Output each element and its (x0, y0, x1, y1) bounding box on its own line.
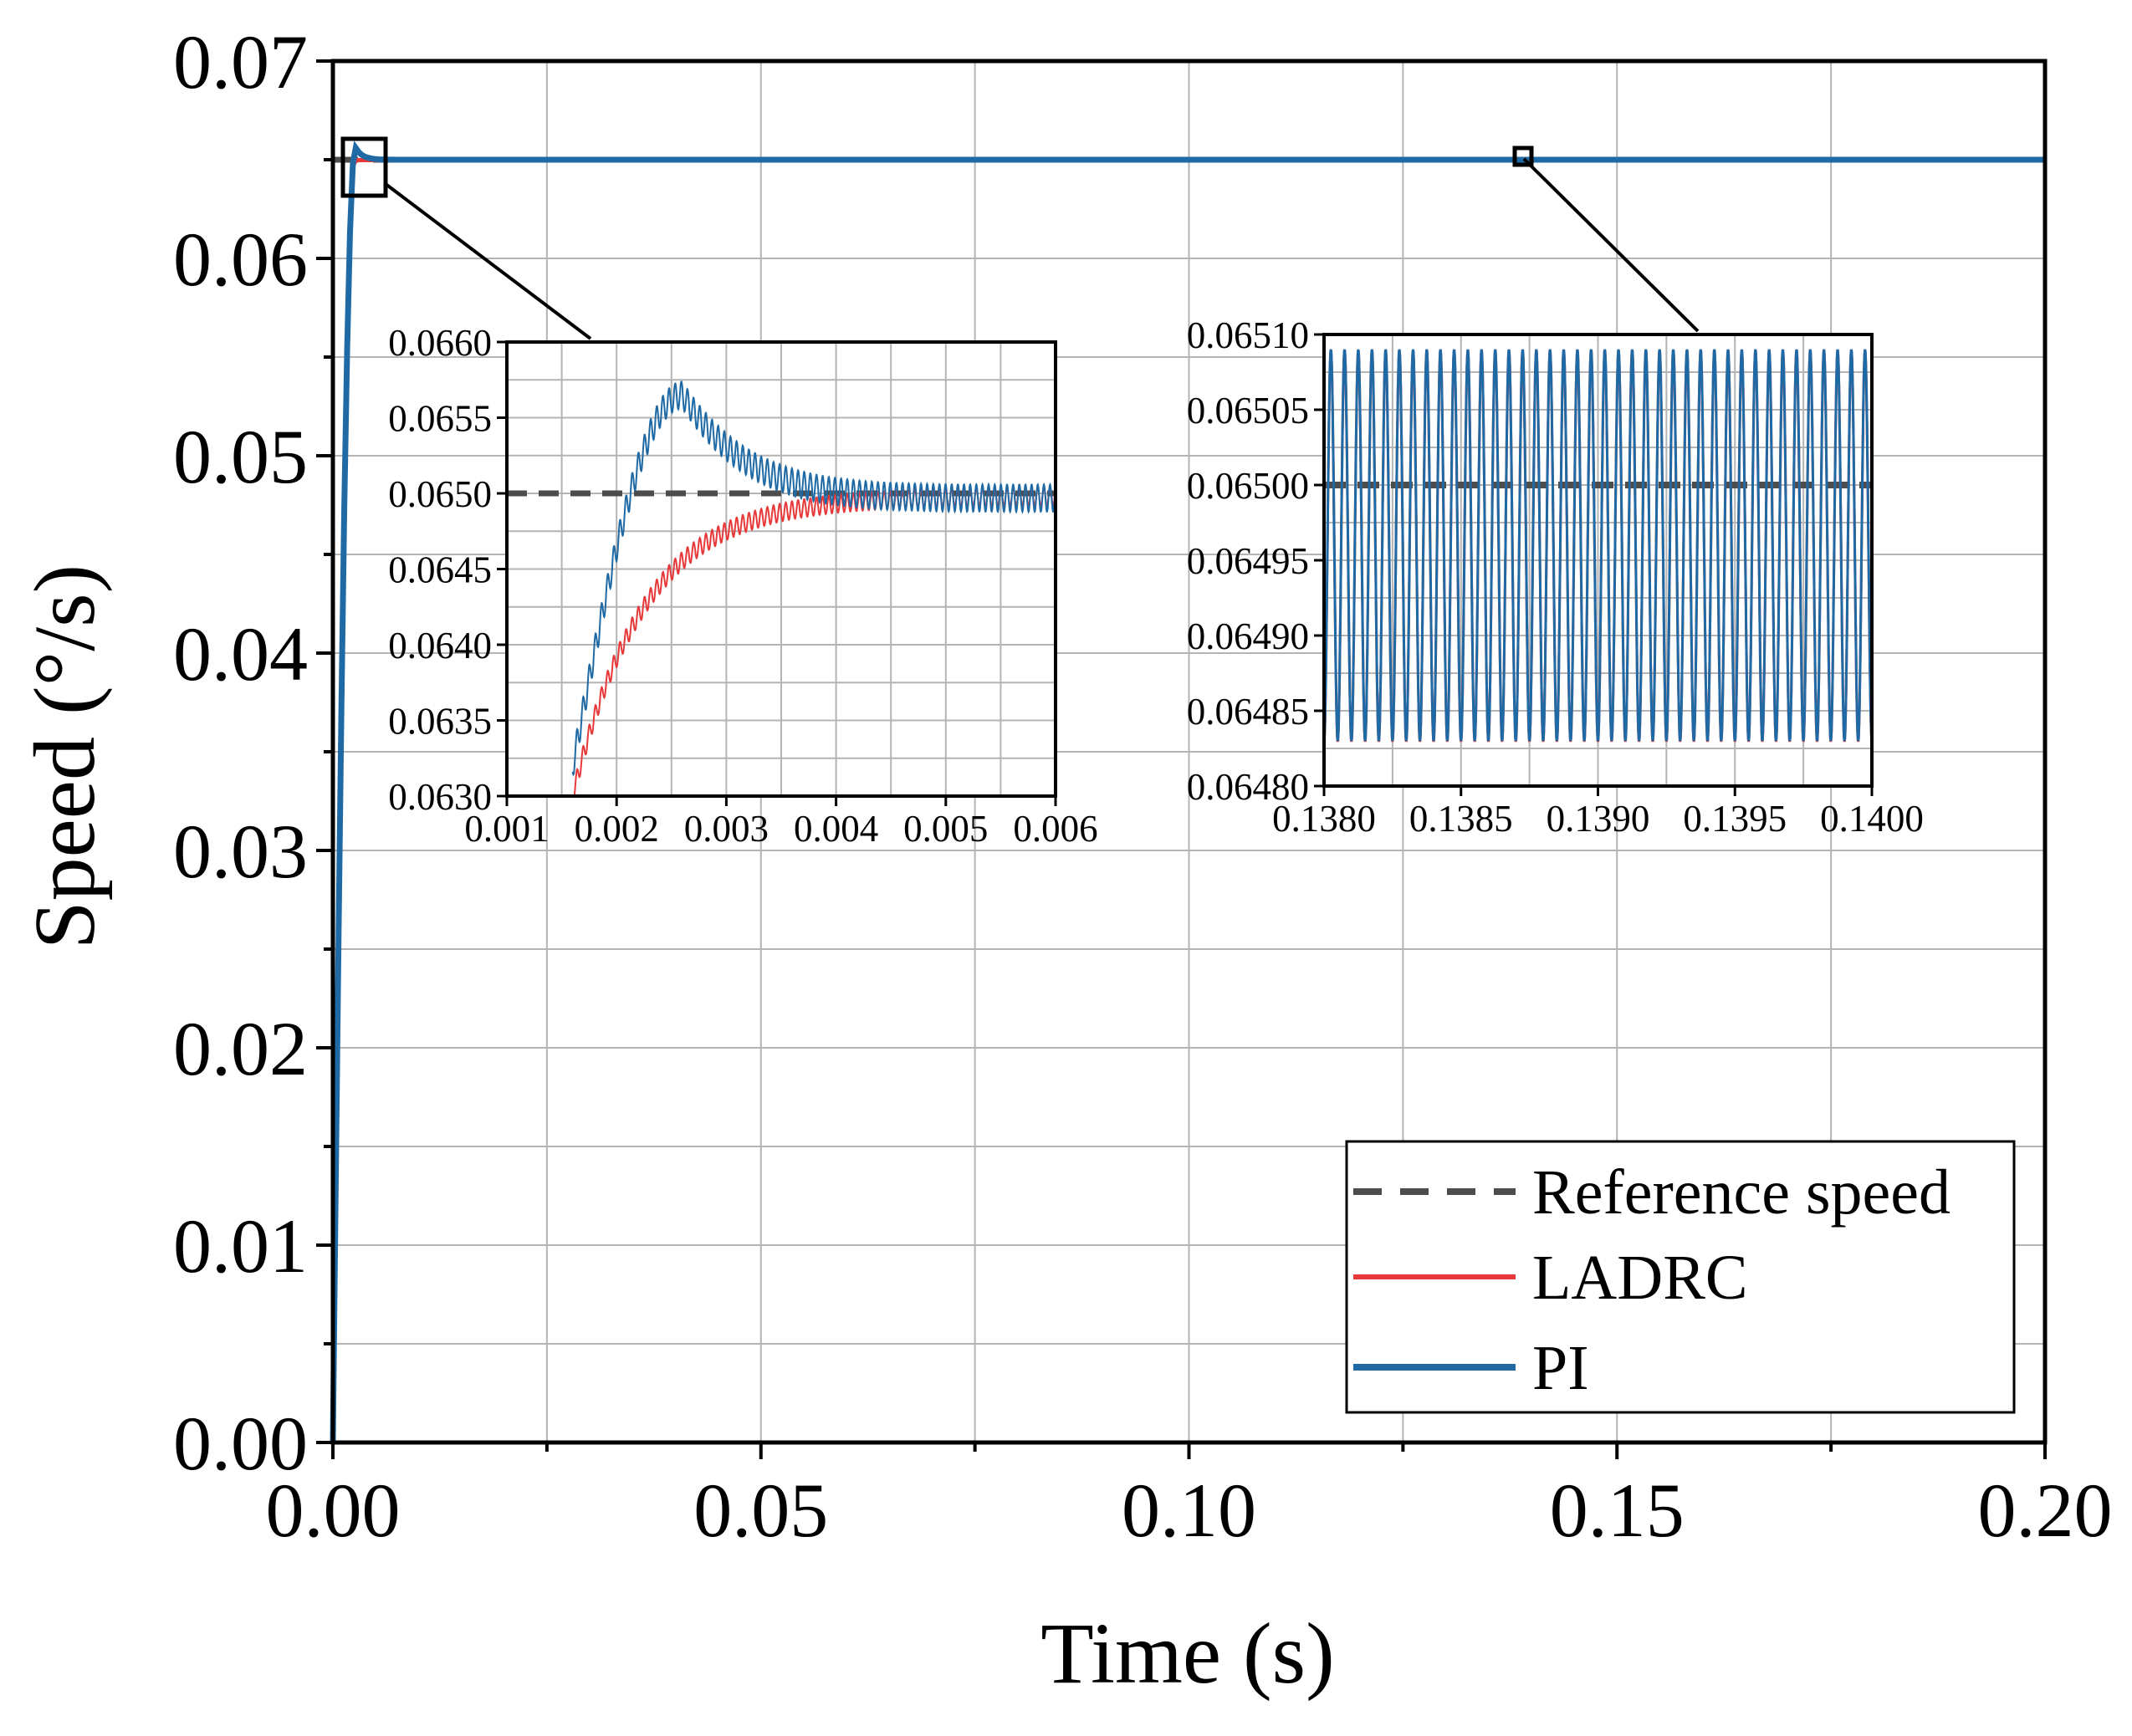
main-axes: 0.00 0.05 0.10 0.15 0.20 0.00 0.01 0.02 0.03 0.04… (173, 19, 2113, 1553)
inset-x-tick-label: 0.002 (575, 808, 659, 850)
x-tick-label: 0.00 (266, 1468, 401, 1553)
inset-y-tick-label: 0.0655 (388, 398, 492, 440)
y-tick-label: 0.00 (173, 1401, 308, 1486)
inset-x-tick-label: 0.005 (903, 808, 988, 850)
zoom-box-steady (1512, 146, 1534, 167)
y-tick-label: 0.02 (173, 1006, 308, 1091)
inset-y-tick-label: 0.06500 (1187, 465, 1309, 507)
inset-y-tick-label: 0.0630 (388, 776, 492, 818)
inset-x-tick-label: 0.1390 (1547, 798, 1650, 840)
y-tick-label: 0.05 (173, 414, 308, 499)
zoom-leader-transient (384, 182, 592, 340)
y-tick-label: 0.06 (173, 217, 308, 302)
inset-transient: 0.001 0.002 0.003 0.004 0.005 0.006 0.0630 0.06… (388, 322, 1097, 850)
inset-y-tick-label: 0.0640 (388, 625, 492, 666)
inset-pi-line (1324, 349, 1872, 742)
inset-y-tick-label: 0.0645 (388, 549, 492, 591)
legend-item-ladrc-label: LADRC (1532, 1243, 1748, 1313)
inset-x-tick-label: 0.003 (684, 808, 769, 850)
y-tick-label: 0.01 (173, 1203, 308, 1289)
inset-x-tick-label: 0.1385 (1409, 798, 1513, 840)
inset-y-tick-label: 0.0650 (388, 473, 492, 515)
main-series (330, 140, 2045, 1443)
inset-y-tick-label: 0.06485 (1187, 691, 1309, 733)
inset-x-tick-label: 0.1380 (1272, 798, 1376, 840)
y-tick-label: 0.07 (173, 19, 308, 105)
x-tick-label: 0.05 (693, 1468, 828, 1553)
x-tick-label: 0.15 (1550, 1468, 1685, 1553)
y-tick-label: 0.04 (173, 611, 308, 697)
y-tick-label: 0.03 (173, 809, 308, 894)
legend-item-pi-label: PI (1532, 1333, 1589, 1403)
inset-y-tick-label: 0.06495 (1187, 540, 1309, 582)
inset-x-tick-label: 0.006 (1013, 808, 1097, 850)
inset-steady-state: 0.1380 0.1385 0.1390 0.1395 0.1400 0.06480 0.0… (1187, 314, 1924, 840)
zoom-leader-steady (1522, 157, 1700, 333)
x-tick-label: 0.10 (1122, 1468, 1256, 1553)
inset-series (507, 380, 1056, 796)
y-axis-label: Speed (°/s) (17, 564, 113, 949)
inset-y-tick-label: 0.0660 (388, 322, 492, 364)
x-tick-label: 0.20 (1978, 1468, 2113, 1553)
inset-series (1324, 349, 1872, 743)
inset-y-tick-label: 0.06510 (1187, 314, 1309, 356)
inset-x-tick-label: 0.001 (464, 808, 549, 850)
zoom-box-transient (340, 136, 388, 198)
legend: Reference speed LADRC PI (1345, 1140, 2016, 1414)
inset-x-tick-label: 0.1400 (1820, 798, 1924, 840)
inset-pi-line (571, 380, 1056, 777)
inset-x-tick-label: 0.1395 (1683, 798, 1787, 840)
x-axis-label: Time (s) (1040, 1606, 1335, 1702)
inset-y-tick-label: 0.0635 (388, 701, 492, 743)
pi-line (330, 140, 2045, 1443)
inset-y-tick-label: 0.06480 (1187, 766, 1309, 808)
inset-y-tick-label: 0.06490 (1187, 615, 1309, 657)
inset-y-tick-label: 0.06505 (1187, 390, 1309, 431)
legend-item-reference-label: Reference speed (1532, 1157, 1950, 1228)
zoom-markers (340, 136, 1700, 340)
inset-x-tick-label: 0.004 (794, 808, 878, 850)
